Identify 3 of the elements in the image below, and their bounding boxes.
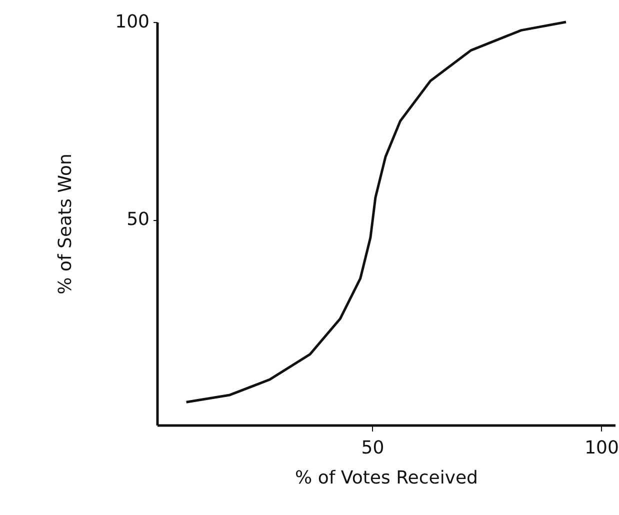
line-series xyxy=(185,20,568,404)
y-axis-title: % of Seats Won xyxy=(55,154,76,294)
x-axis-title: % of Votes Received xyxy=(295,468,478,488)
